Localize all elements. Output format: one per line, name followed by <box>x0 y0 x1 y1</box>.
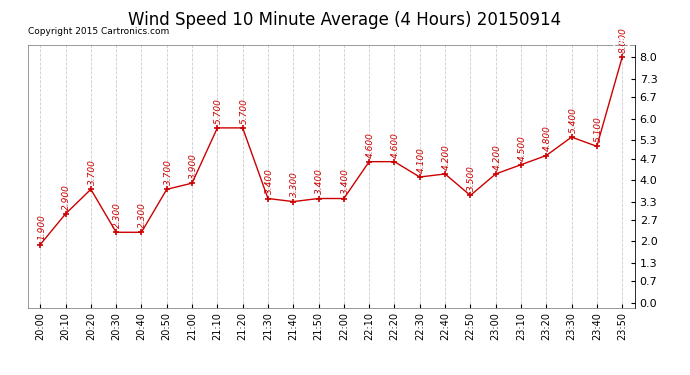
Text: 5.700: 5.700 <box>214 98 224 124</box>
Text: 3.700: 3.700 <box>164 159 172 185</box>
Text: 1.900: 1.900 <box>37 214 46 240</box>
Text: 3.300: 3.300 <box>290 171 299 197</box>
Text: 4.100: 4.100 <box>417 147 426 173</box>
Text: Wind  (mph): Wind (mph) <box>574 36 647 46</box>
Text: 5.100: 5.100 <box>593 116 603 142</box>
Text: 3.700: 3.700 <box>88 159 97 185</box>
Text: 3.900: 3.900 <box>189 153 198 179</box>
Text: Copyright 2015 Cartronics.com: Copyright 2015 Cartronics.com <box>28 27 169 36</box>
Text: 2.900: 2.900 <box>62 184 72 210</box>
Text: 8.000: 8.000 <box>619 27 628 53</box>
Text: 4.600: 4.600 <box>366 132 375 158</box>
Text: 3.500: 3.500 <box>467 165 476 191</box>
Text: 4.200: 4.200 <box>493 144 502 170</box>
Text: 5.700: 5.700 <box>239 98 248 124</box>
Text: 3.400: 3.400 <box>341 168 350 194</box>
Text: 4.600: 4.600 <box>391 132 400 158</box>
Text: 3.400: 3.400 <box>315 168 324 194</box>
Text: 2.300: 2.300 <box>138 202 148 228</box>
Text: 4.800: 4.800 <box>543 126 552 152</box>
Text: 5.400: 5.400 <box>569 107 578 133</box>
Text: 4.200: 4.200 <box>442 144 451 170</box>
Text: 4.500: 4.500 <box>518 135 527 160</box>
Text: 2.300: 2.300 <box>113 202 122 228</box>
Text: Wind Speed 10 Minute Average (4 Hours) 20150914: Wind Speed 10 Minute Average (4 Hours) 2… <box>128 11 562 29</box>
Text: 3.400: 3.400 <box>265 168 274 194</box>
